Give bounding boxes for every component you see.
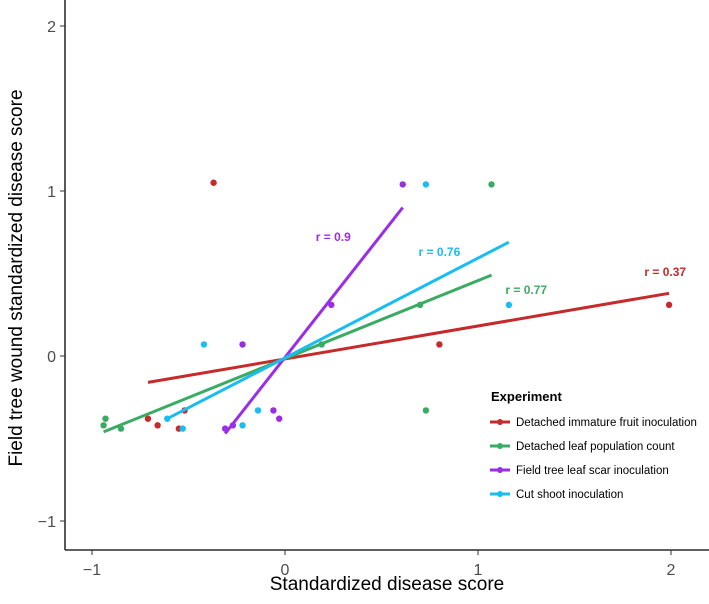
y-tick-label: 1 [47,184,56,201]
regression-line [103,273,493,434]
data-point [200,341,208,348]
correlation-label: r = 0.76 [419,245,461,259]
legend-key-point [497,419,503,425]
correlation-label: r = 0.77 [505,283,547,297]
x-tick-label: 0 [281,562,290,579]
legend-item-label: Detached leaf population count [516,441,675,453]
data-point [488,181,495,188]
correlation-label: r = 0.37 [644,265,686,279]
legend-key-point [497,467,503,473]
data-point [505,301,513,309]
data-point [144,415,152,422]
axis-ticks: −1 0 1 2 −1 0 1 2 [38,19,676,579]
x-tick-label: 1 [474,562,483,579]
data-point [422,407,430,414]
y-tick-label: 2 [47,19,56,36]
regression-line [166,240,510,421]
data-point [210,179,217,186]
data-point [239,341,246,348]
data-point [239,422,246,429]
data-point [102,415,109,422]
data-point [270,407,277,414]
regression-line [147,291,670,384]
data-point [328,301,335,309]
x-tick-label: −1 [83,562,101,579]
data-point [154,422,161,429]
x-axis-label: Standardized disease score [270,574,504,595]
legend-title: Experiment [491,389,562,404]
x-tick-label: 2 [667,562,676,579]
data-point [179,425,186,432]
y-axis-label: Field tree wound standardized disease sc… [6,89,27,466]
data-point [100,422,107,429]
data-point [665,301,673,309]
legend-item-label: Field tree leaf scar inoculation [516,465,669,477]
y-tick-label: −1 [38,514,56,531]
correlation-label: r = 0.9 [316,230,351,244]
plot-marks: r = 0.37 r = 0.77 r = 0.9 r = 0.76 [100,179,686,435]
legend-key-point [497,491,503,497]
data-point [254,407,262,414]
data-point [422,181,430,188]
regression-line [223,206,404,435]
data-point [276,415,283,422]
legend-item-label: Detached immature fruit inoculation [516,417,697,429]
legend-item-label: Cut shoot inoculation [516,489,623,501]
data-point [399,181,406,188]
legend-key-point [497,443,503,449]
legend: Experiment Detached immature fruit inocu… [490,389,697,501]
y-tick-label: 0 [47,349,56,366]
data-point [436,341,443,348]
